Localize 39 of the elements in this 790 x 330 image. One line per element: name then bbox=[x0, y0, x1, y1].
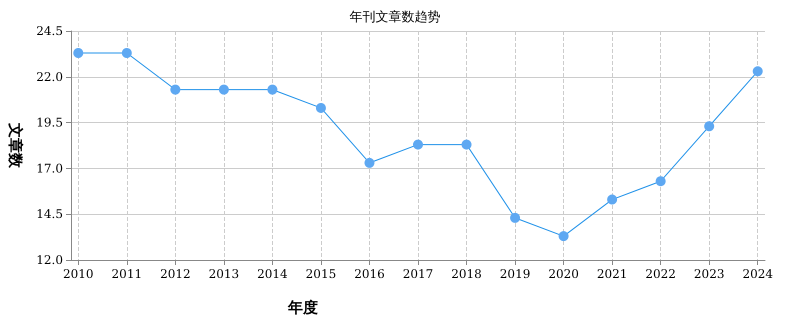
point bbox=[752, 66, 763, 76]
y-tick-label: 22.0 bbox=[36, 70, 63, 84]
chart-title: 年刊文章数趋势 bbox=[350, 10, 440, 25]
y-tick-label: 14.5 bbox=[36, 207, 63, 222]
x-tick-label: 2018 bbox=[451, 267, 482, 281]
point bbox=[462, 140, 472, 150]
x-tick-label: 2013 bbox=[208, 267, 240, 281]
point bbox=[656, 176, 666, 186]
x-axis-title: 年度 bbox=[287, 298, 318, 316]
point bbox=[607, 194, 618, 205]
point bbox=[364, 158, 374, 168]
x-tick-label: 2015 bbox=[306, 267, 336, 281]
y-tick-label: 17.0 bbox=[36, 161, 63, 176]
point bbox=[122, 48, 132, 58]
point bbox=[558, 231, 569, 242]
x-tick-label: 2012 bbox=[160, 267, 191, 281]
point bbox=[316, 102, 326, 113]
x-tick-label: 2020 bbox=[548, 267, 579, 281]
x-tick-label: 2021 bbox=[596, 267, 628, 281]
x-tick-label: 2022 bbox=[645, 267, 676, 281]
x-tick-label: 2017 bbox=[402, 267, 434, 281]
x-tick-label: 2014 bbox=[257, 267, 288, 281]
y-tick-label: 12.0 bbox=[36, 253, 63, 267]
point bbox=[704, 121, 714, 132]
point bbox=[510, 212, 520, 223]
point bbox=[267, 84, 278, 95]
x-tick-label: 2016 bbox=[354, 267, 385, 281]
point bbox=[218, 84, 229, 95]
x-tick-label: 2024 bbox=[742, 267, 774, 281]
x-tick-label: 2010 bbox=[63, 267, 94, 281]
y-tick-label: 19.5 bbox=[36, 116, 63, 130]
y-tick-label: 24.5 bbox=[36, 24, 63, 38]
point bbox=[413, 140, 423, 150]
point bbox=[73, 48, 84, 58]
x-tick-label: 2011 bbox=[112, 267, 142, 281]
x-tick-label: 2019 bbox=[500, 267, 530, 281]
point bbox=[170, 84, 180, 95]
x-tick-label: 2023 bbox=[694, 267, 724, 281]
y-axis-title: 文章数 bbox=[6, 122, 24, 169]
